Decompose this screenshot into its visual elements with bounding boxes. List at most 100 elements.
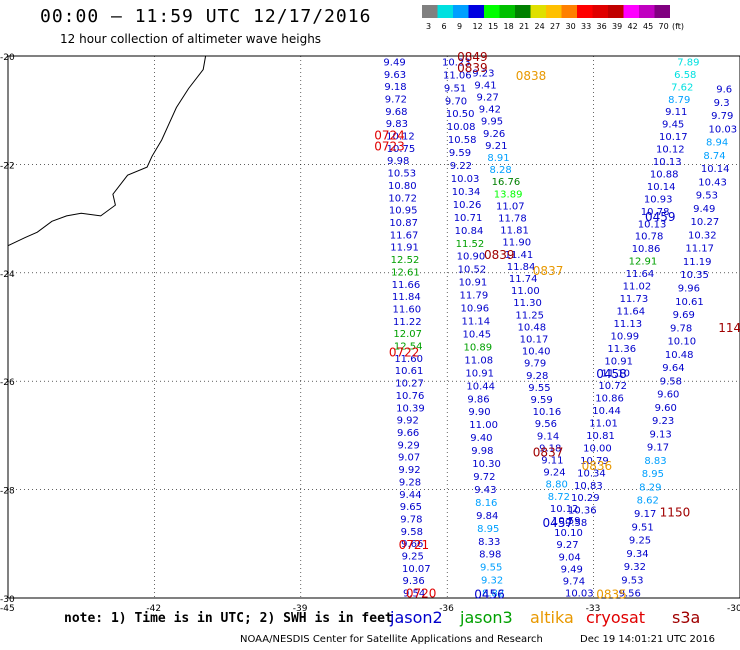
swh-value: 10.86 xyxy=(632,244,661,255)
swh-value: 10.12 xyxy=(550,504,579,515)
swh-value: 7.89 xyxy=(677,57,699,68)
swh-value: 10.14 xyxy=(647,182,676,193)
colorbar-swatch xyxy=(499,5,515,18)
colorbar-swatch xyxy=(546,5,562,18)
colorbar-swatch xyxy=(639,5,655,18)
swh-value: 9.29 xyxy=(397,440,419,451)
swh-value: 9.63 xyxy=(384,70,406,81)
colorbar-swatch xyxy=(577,5,593,18)
pass-time-label: 0459 xyxy=(645,210,676,224)
swh-value: 10.96 xyxy=(461,304,490,315)
colorbar-swatch xyxy=(515,5,531,18)
swh-value: 9.78 xyxy=(400,514,422,525)
swh-value: 9.65 xyxy=(400,502,422,513)
swh-value: 9.58 xyxy=(565,518,587,529)
swh-value: 9.51 xyxy=(444,83,466,94)
swh-value: 9.24 xyxy=(543,468,565,479)
colorbar-swatch xyxy=(654,5,670,18)
swh-value: 11.19 xyxy=(683,257,712,268)
swh-value: 11.52 xyxy=(456,239,485,250)
swh-value: 10.32 xyxy=(688,230,717,241)
swh-value: 9.58 xyxy=(660,376,682,387)
units-note: note: 1) Time is in UTC; 2) SWH is in fe… xyxy=(64,611,393,626)
swh-value: 9.23 xyxy=(472,68,494,79)
swh-value: 9.98 xyxy=(471,446,493,457)
swh-value: 9.36 xyxy=(402,576,424,587)
swh-value: 9.45 xyxy=(662,120,684,131)
swh-value: 9.68 xyxy=(385,107,407,118)
pass-time-label: 0836 xyxy=(582,459,613,473)
swh-value: 10.91 xyxy=(459,278,488,289)
swh-value: 9.78 xyxy=(670,323,692,334)
colorbar-label: 21 xyxy=(519,22,529,31)
swh-value: 9.43 xyxy=(474,485,496,496)
swh-value: 11.13 xyxy=(613,319,642,330)
swh-value: 9.66 xyxy=(397,428,419,439)
swh-value: 9.60 xyxy=(657,390,679,401)
chart-subtitle: 12 hour collection of altimeter wave hei… xyxy=(60,32,322,46)
swh-value: 10.39 xyxy=(396,403,425,414)
swh-value: 11.60 xyxy=(394,354,423,365)
swh-value: 10.43 xyxy=(698,177,727,188)
chart-title: 00:00 – 11:59 UTC 12/17/2016 xyxy=(40,6,372,27)
swh-value: 9.49 xyxy=(561,564,583,575)
pass-time-label: 0456 xyxy=(474,588,505,602)
pass-time-label: 0838 xyxy=(516,69,547,83)
swh-value: 10.80 xyxy=(388,181,417,192)
swh-value: 10.87 xyxy=(389,218,418,229)
swh-value: 10.13 xyxy=(638,219,667,230)
colorbar-label: 33 xyxy=(581,22,591,31)
swh-value: 8.94 xyxy=(706,138,728,149)
swh-value: 10.36 xyxy=(568,506,597,517)
swh-value: 9.28 xyxy=(526,371,548,382)
y-tick-label: -28 xyxy=(0,487,15,497)
swh-value: 8.98 xyxy=(479,550,501,561)
colorbar-label: 9 xyxy=(457,22,462,31)
swh-value: 10.59 xyxy=(552,516,581,527)
colorbar-label: 30 xyxy=(566,22,576,31)
swh-value: 9.55 xyxy=(528,383,550,394)
colorbar-swatch xyxy=(623,5,639,18)
swh-value: 9.95 xyxy=(481,117,503,128)
swh-value: 9.69 xyxy=(673,310,695,321)
swh-value: 10.14 xyxy=(701,164,730,175)
swh-value: 8.62 xyxy=(637,496,659,507)
pass-time-label: 1150 xyxy=(660,505,691,519)
swh-value: 9.44 xyxy=(399,490,421,501)
swh-value: 10.03 xyxy=(565,589,594,600)
swh-value: 9.27 xyxy=(477,92,499,103)
swh-value: 10.83 xyxy=(574,481,603,492)
x-tick-label: -36 xyxy=(439,604,454,614)
swh-value: 10.78 xyxy=(641,207,670,218)
colorbar-label: 6 xyxy=(442,22,447,31)
swh-value: 9.21 xyxy=(485,141,507,152)
swh-value: 9.49 xyxy=(693,204,715,215)
colorbar-swatch xyxy=(437,5,453,18)
swh-value: 9.04 xyxy=(558,552,580,563)
swh-value: 10.00 xyxy=(583,443,612,454)
swh-value: 9.42 xyxy=(479,105,501,116)
swh-value: 11.90 xyxy=(502,238,531,249)
swh-value: 11.84 xyxy=(507,262,536,273)
swh-value: 9.23 xyxy=(652,416,674,427)
y-tick-label: -24 xyxy=(0,270,15,280)
swh-value: 10.30 xyxy=(472,459,501,470)
pass-time-label: 0720 xyxy=(406,587,437,601)
swh-value: 8.80 xyxy=(546,480,568,491)
swh-value: 10.61 xyxy=(675,297,704,308)
swh-value: 10.52 xyxy=(458,265,487,276)
pass-time-label: 0849 xyxy=(457,50,488,64)
swh-value: 9.56 xyxy=(535,419,557,430)
colorbar-label: (ft) xyxy=(672,22,684,31)
swh-value: 9.58 xyxy=(401,527,423,538)
y-tick-label: -30 xyxy=(0,595,15,605)
swh-value: 9.92 xyxy=(398,465,420,476)
swh-value: 10.12 xyxy=(656,145,685,156)
swh-value: 9.18 xyxy=(384,82,406,93)
swh-value: 10.91 xyxy=(604,356,633,367)
swh-value: 10.72 xyxy=(388,193,417,204)
swh-value: 9.59 xyxy=(449,148,471,159)
swh-value: 9.55 xyxy=(480,563,502,574)
swh-value: 11.41 xyxy=(505,250,534,261)
